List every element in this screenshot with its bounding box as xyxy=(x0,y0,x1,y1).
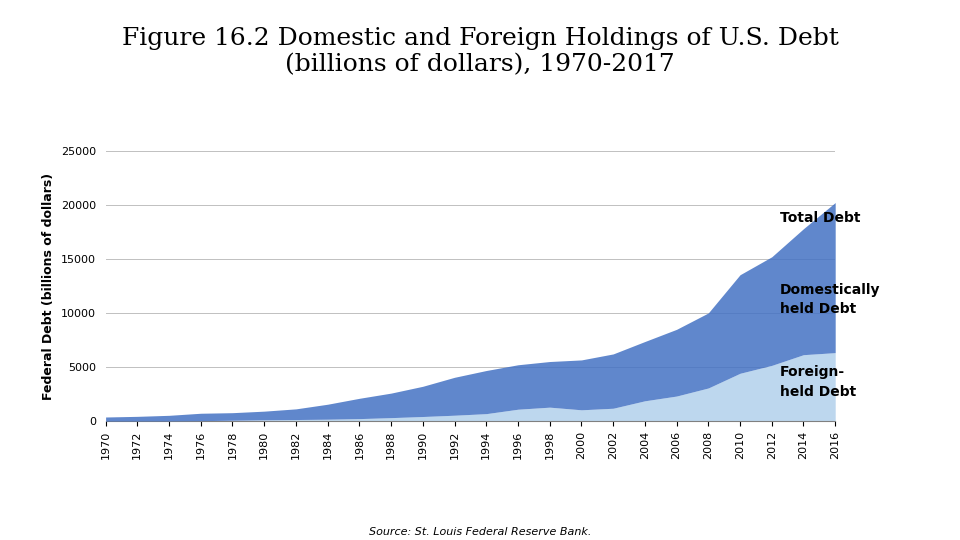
Y-axis label: Federal Debt (billions of dollars): Federal Debt (billions of dollars) xyxy=(42,173,55,400)
Text: Foreign-
held Debt: Foreign- held Debt xyxy=(780,365,856,399)
Text: Domestically
held Debt: Domestically held Debt xyxy=(780,283,880,316)
Text: Figure 16.2 Domestic and Foreign Holdings of U.S. Debt
(billions of dollars), 19: Figure 16.2 Domestic and Foreign Holding… xyxy=(122,27,838,77)
Text: Source: St. Louis Federal Reserve Bank.: Source: St. Louis Federal Reserve Bank. xyxy=(369,526,591,537)
Text: Total Debt: Total Debt xyxy=(780,211,860,225)
